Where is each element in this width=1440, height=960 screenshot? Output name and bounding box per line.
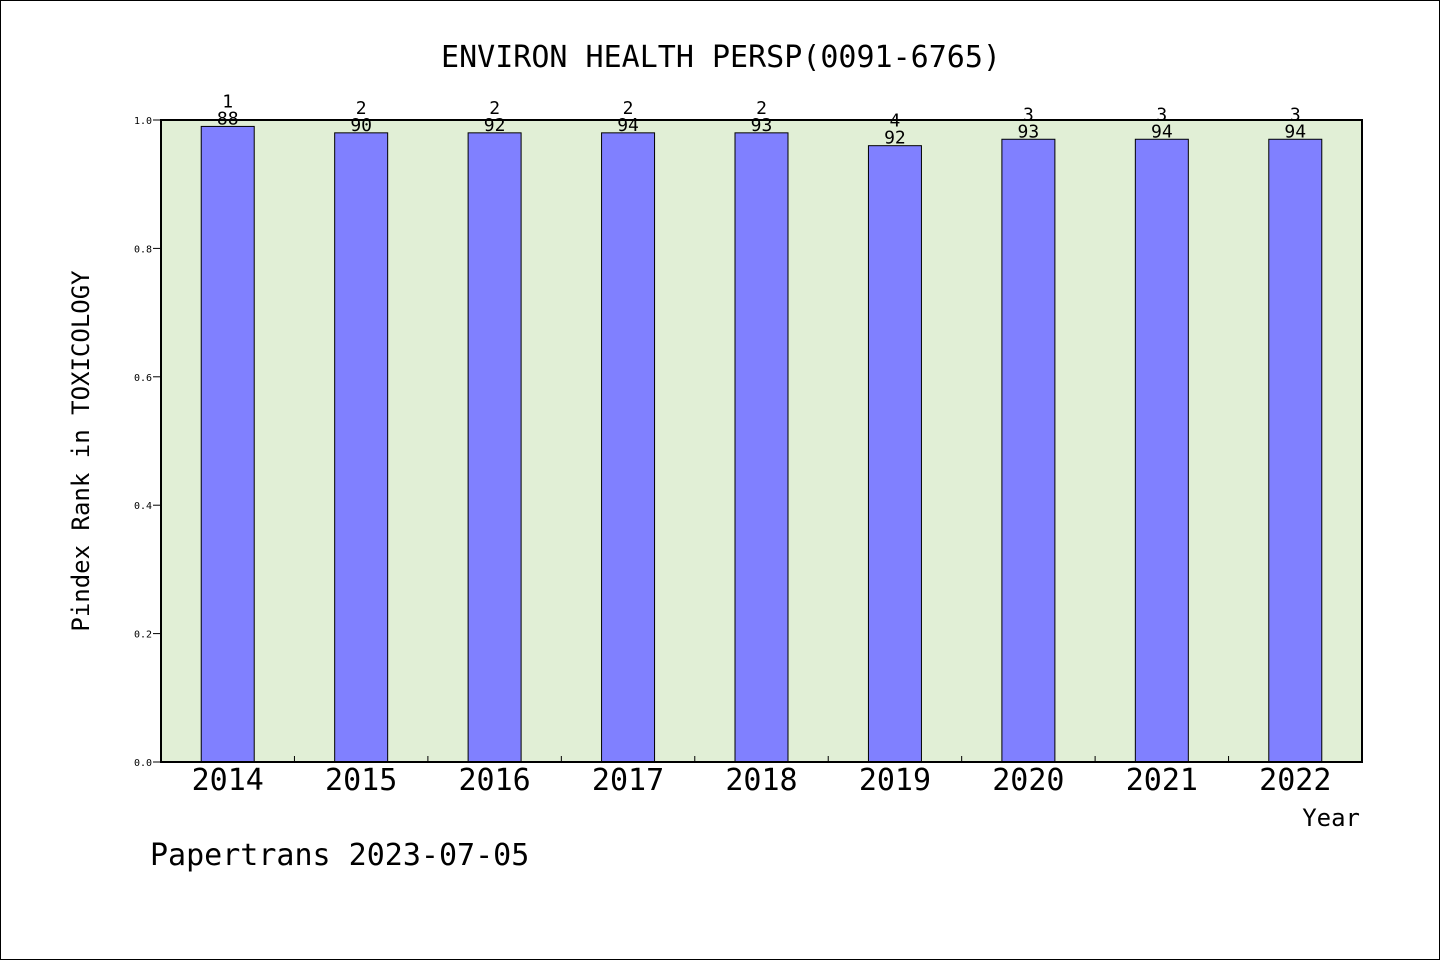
x-axis-label: Year <box>1302 804 1360 832</box>
x-tick-label-2022: 2022 <box>1259 763 1331 798</box>
bar-label-top-2020: 3 <box>1023 104 1034 125</box>
bar-label-top-2018: 2 <box>756 98 767 119</box>
bar-label-bottom-2015: 90 <box>350 115 372 136</box>
bar-label-top-2021: 3 <box>1156 104 1167 125</box>
y-tick-label-0.6: 0.6 <box>134 373 152 384</box>
plot-border <box>160 119 1363 763</box>
y-tick-label-0.0: 0.0 <box>134 758 152 769</box>
x-tick-label-2016: 2016 <box>458 763 530 798</box>
y-tick-label-0.2: 0.2 <box>134 630 152 641</box>
bar-label-bottom-2020: 93 <box>1018 121 1040 142</box>
y-tick-label-0.4: 0.4 <box>134 501 152 512</box>
bar-label-top-2016: 2 <box>489 98 500 119</box>
bar-label-top-2014: 1 <box>222 91 233 112</box>
x-tick-label-2017: 2017 <box>592 763 664 798</box>
bar-label-top-2017: 2 <box>623 98 634 119</box>
footer-watermark: Papertrans 2023-07-05 <box>150 838 529 873</box>
bar-2014 <box>200 125 255 763</box>
ticks-layer <box>153 119 1230 763</box>
x-tick-label-2019: 2019 <box>859 763 931 798</box>
chart-title: ENVIRON HEALTH PERSP(0091-6765) <box>441 40 1001 75</box>
bar-label-bottom-2022: 94 <box>1284 121 1306 142</box>
bar-label-bottom-2014: 88 <box>217 108 239 129</box>
bar-label-top-2015: 2 <box>356 98 367 119</box>
y-tick-label-0.8: 0.8 <box>134 244 152 255</box>
x-tick-label-2015: 2015 <box>325 763 397 798</box>
y-tick-label-1.0: 1.0 <box>134 116 152 127</box>
bar-2020 <box>1001 138 1056 763</box>
x-tick-label-2018: 2018 <box>725 763 797 798</box>
x-tick-label-2014: 2014 <box>192 763 264 798</box>
bar-label-top-2019: 4 <box>890 111 901 132</box>
y-axis-label: Pindex Rank in TOXICOLOGY <box>67 270 95 632</box>
bar-2019 <box>867 145 922 763</box>
bar-2015 <box>334 132 389 763</box>
bar-2021 <box>1134 138 1189 763</box>
bar-label-bottom-2016: 92 <box>484 115 506 136</box>
x-tick-label-2021: 2021 <box>1126 763 1198 798</box>
bar-label-top-2022: 3 <box>1290 104 1301 125</box>
x-tick-label-2020: 2020 <box>992 763 1064 798</box>
bar-2017 <box>601 132 656 763</box>
bars-layer <box>200 125 1323 763</box>
bar-2022 <box>1268 138 1323 763</box>
bar-label-bottom-2021: 94 <box>1151 121 1173 142</box>
bar-2018 <box>734 132 789 763</box>
bar-label-bottom-2017: 94 <box>617 115 639 136</box>
bar-label-bottom-2019: 92 <box>884 128 906 149</box>
bar-2016 <box>467 132 522 763</box>
bar-label-bottom-2018: 93 <box>751 115 773 136</box>
